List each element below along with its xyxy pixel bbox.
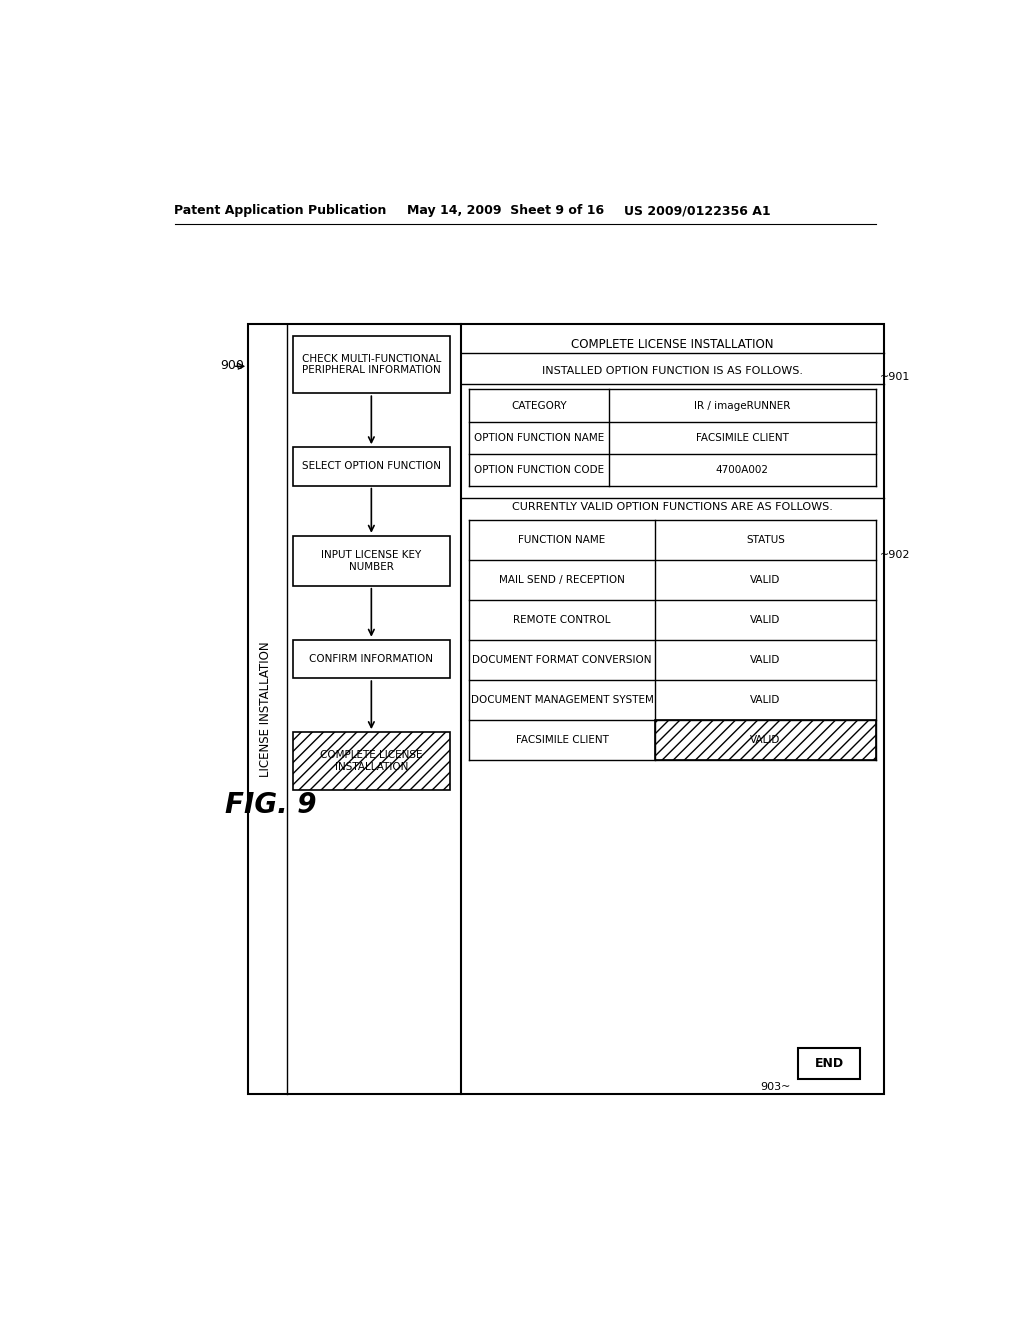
Text: MAIL SEND / RECEPTION: MAIL SEND / RECEPTION	[499, 574, 625, 585]
Text: FUNCTION NAME: FUNCTION NAME	[518, 535, 605, 545]
Text: CHECK MULTI-FUNCTIONAL
PERIPHERAL INFORMATION: CHECK MULTI-FUNCTIONAL PERIPHERAL INFORM…	[302, 354, 441, 375]
Text: STATUS: STATUS	[746, 535, 784, 545]
Text: COMPLETE LICENSE INSTALLATION: COMPLETE LICENSE INSTALLATION	[571, 338, 774, 351]
Text: INSTALLED OPTION FUNCTION IS AS FOLLOWS.: INSTALLED OPTION FUNCTION IS AS FOLLOWS.	[542, 367, 803, 376]
Text: CONFIRM INFORMATION: CONFIRM INFORMATION	[309, 653, 433, 664]
Text: US 2009/0122356 A1: US 2009/0122356 A1	[624, 205, 771, 218]
Text: COMPLETE LICENSE
INSTALLATION: COMPLETE LICENSE INSTALLATION	[321, 750, 423, 772]
Text: FIG. 9: FIG. 9	[225, 791, 316, 820]
Text: ~901: ~901	[880, 372, 910, 381]
Text: INPUT LICENSE KEY
NUMBER: INPUT LICENSE KEY NUMBER	[322, 550, 422, 572]
Text: VALID: VALID	[751, 655, 780, 665]
Text: FACSIMILE CLIENT: FACSIMILE CLIENT	[515, 735, 608, 744]
Bar	[293, 640, 450, 678]
Text: OPTION FUNCTION NAME: OPTION FUNCTION NAME	[474, 433, 604, 444]
Bar	[799, 1048, 860, 1078]
Text: SELECT OPTION FUNCTION: SELECT OPTION FUNCTION	[302, 462, 441, 471]
Text: DOCUMENT FORMAT CONVERSION: DOCUMENT FORMAT CONVERSION	[472, 655, 651, 665]
Text: May 14, 2009  Sheet 9 of 16: May 14, 2009 Sheet 9 of 16	[407, 205, 604, 218]
Text: IR / imageRUNNER: IR / imageRUNNER	[694, 400, 791, 411]
Bar	[248, 323, 884, 1094]
Text: REMOTE CONTROL: REMOTE CONTROL	[513, 615, 610, 624]
Text: ~902: ~902	[880, 549, 910, 560]
Bar	[293, 733, 450, 789]
Text: 903~: 903~	[760, 1082, 791, 1093]
Text: LICENSE INSTALLATION: LICENSE INSTALLATION	[259, 642, 272, 776]
Text: CATEGORY: CATEGORY	[511, 400, 566, 411]
Text: 900: 900	[220, 359, 245, 372]
Bar	[293, 335, 450, 393]
Text: VALID: VALID	[751, 735, 780, 744]
Text: VALID: VALID	[751, 694, 780, 705]
Text: Patent Application Publication: Patent Application Publication	[174, 205, 387, 218]
Bar	[655, 719, 876, 760]
Text: FACSIMILE CLIENT: FACSIMILE CLIENT	[695, 433, 788, 444]
Text: OPTION FUNCTION CODE: OPTION FUNCTION CODE	[474, 465, 604, 475]
Bar	[293, 536, 450, 586]
Text: CURRENTLY VALID OPTION FUNCTIONS ARE AS FOLLOWS.: CURRENTLY VALID OPTION FUNCTIONS ARE AS …	[512, 502, 833, 512]
Bar	[293, 447, 450, 486]
Text: DOCUMENT MANAGEMENT SYSTEM: DOCUMENT MANAGEMENT SYSTEM	[471, 694, 653, 705]
Text: END: END	[815, 1056, 844, 1069]
Text: 4700A002: 4700A002	[716, 465, 769, 475]
Text: VALID: VALID	[751, 615, 780, 624]
Text: VALID: VALID	[751, 574, 780, 585]
